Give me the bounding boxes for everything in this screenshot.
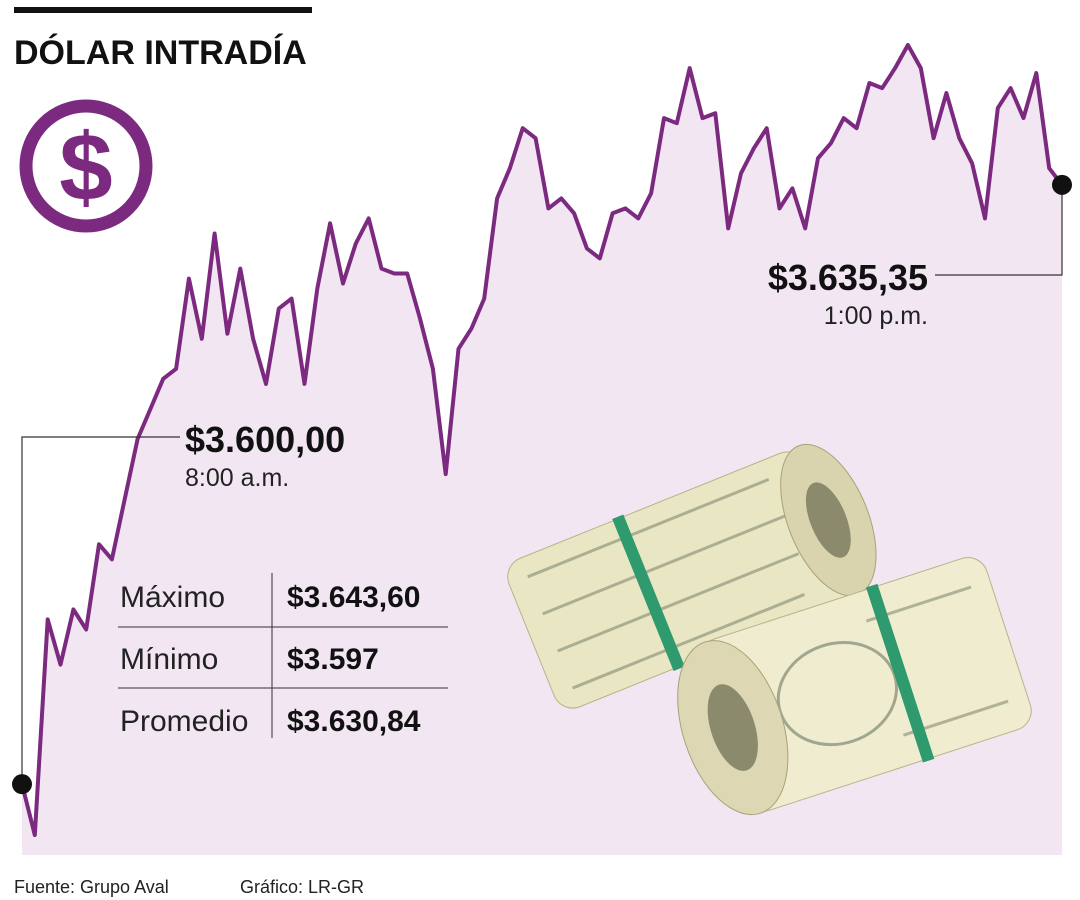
stat-value: $3.643,60 <box>287 581 420 614</box>
leader-line <box>21 436 180 785</box>
leader-line <box>935 184 1063 276</box>
credit: Gráfico: LR-GR <box>240 877 364 897</box>
stat-value: $3.597 <box>287 643 379 676</box>
annotation-value: $3.635,35 <box>768 257 928 298</box>
stat-value: $3.630,84 <box>287 705 421 738</box>
source: Fuente: Grupo Aval <box>14 877 169 897</box>
money-rolls <box>507 443 1032 816</box>
stat-label: Mínimo <box>120 643 218 676</box>
annotations: $3.600,00 8:00 a.m. $3.635,35 1:00 p.m. <box>185 257 928 492</box>
annotation-time: 8:00 a.m. <box>185 464 289 492</box>
annotation-time: 1:00 p.m. <box>824 302 928 330</box>
point-marker <box>12 774 32 795</box>
title-bar <box>14 7 312 13</box>
icon-ring <box>19 99 153 233</box>
stat-label: Máximo <box>120 581 225 614</box>
point-marker <box>1052 174 1072 195</box>
stats-table: Máximo $3.643,60 Mínimo $3.597 Promedio … <box>118 573 448 738</box>
line <box>20 43 1064 837</box>
annotation-value: $3.600,00 <box>185 419 345 460</box>
title: DÓLAR INTRADÍA <box>14 34 307 72</box>
icon-symbol: $ <box>59 114 112 221</box>
dollar-icon: $ <box>19 99 153 233</box>
stat-label: Promedio <box>120 705 248 738</box>
